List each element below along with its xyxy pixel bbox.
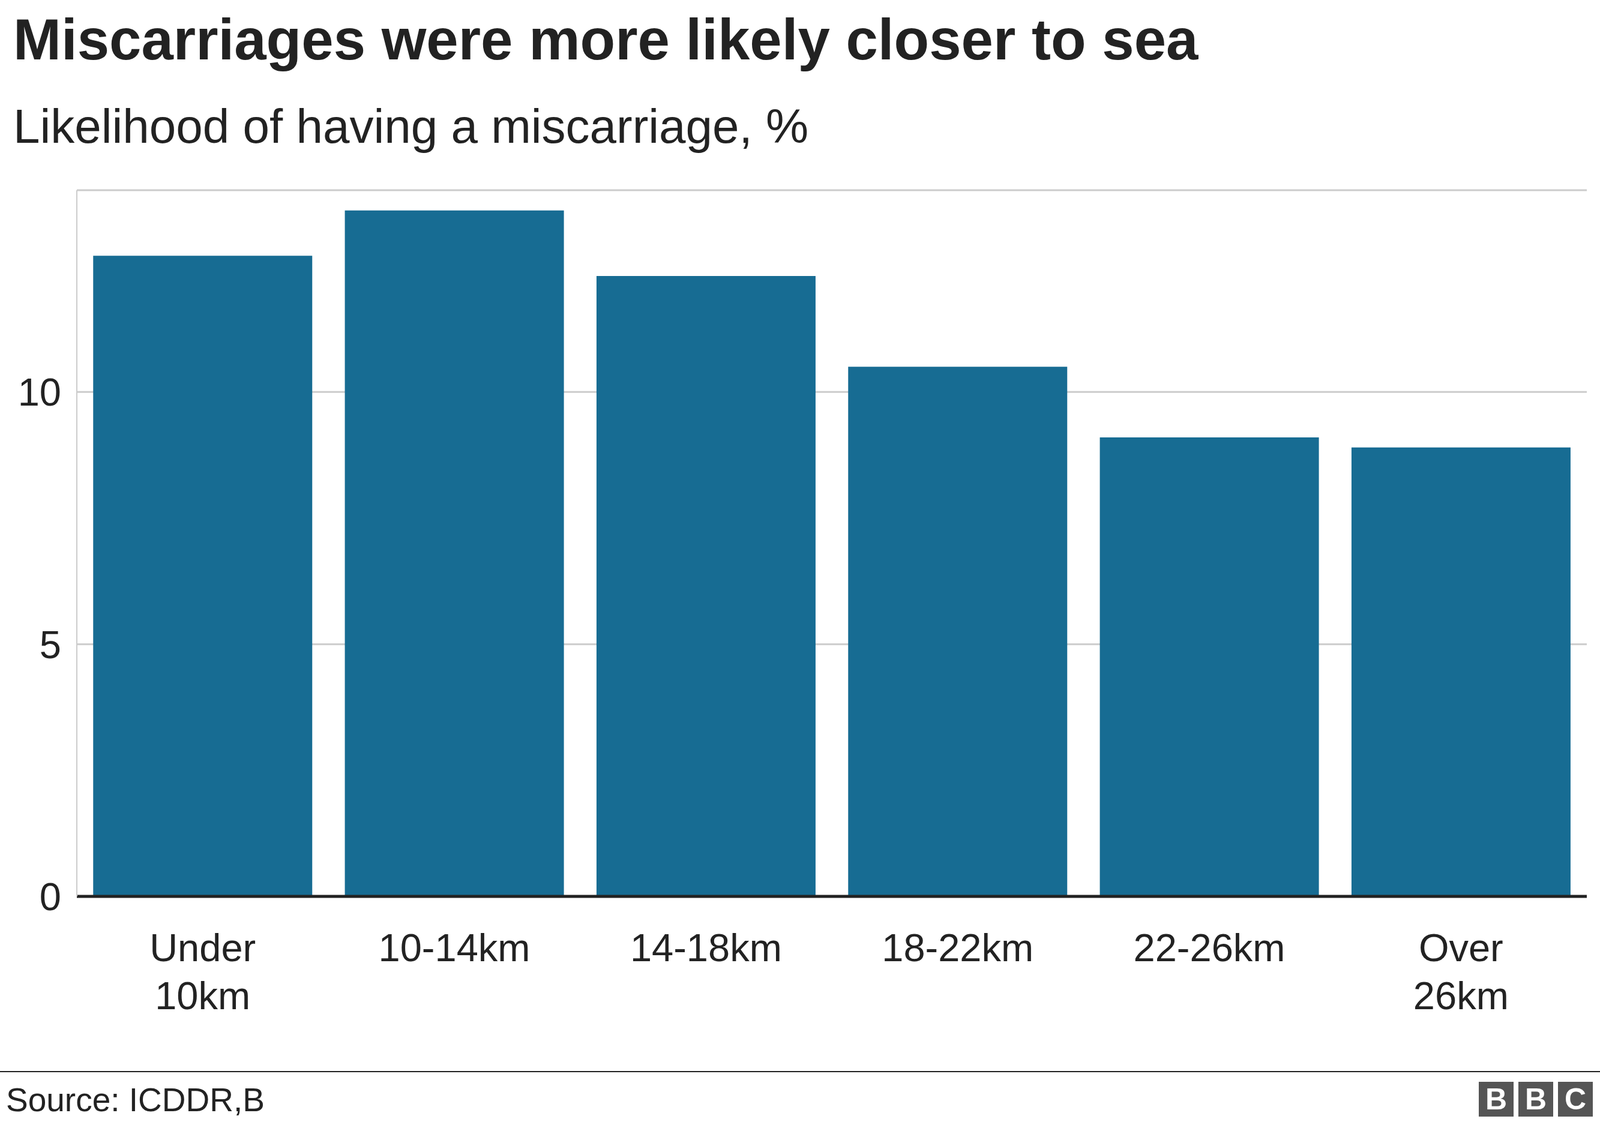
html-text:Source: ICDDR,B: Source: ICDDR,B <box>6 1081 265 1119</box>
svg-text:18-22km: 18-22km <box>881 926 1034 970</box>
svg-text:Over26km: Over26km <box>1413 926 1509 1018</box>
html-text:C: C <box>1564 1082 1587 1117</box>
svg-text:5: 5 <box>39 622 62 667</box>
svg-text:Under10km: Under10km <box>149 926 256 1018</box>
svg-text:14-18km: 14-18km <box>630 926 782 970</box>
html-text:B: B <box>1524 1082 1547 1117</box>
html-text:Likelihood of having a miscarr: Likelihood of having a miscarriage, % <box>13 99 809 154</box>
svg-text:10-14km: 10-14km <box>378 926 531 970</box>
svg-text:22-26km: 22-26km <box>1133 926 1286 970</box>
html-text:B: B <box>1485 1082 1507 1117</box>
svg-text:0: 0 <box>39 875 62 919</box>
svg-text:10: 10 <box>18 370 62 415</box>
html-text:Miscarriages were more likely: Miscarriages were more likely closer to … <box>13 7 1199 72</box>
